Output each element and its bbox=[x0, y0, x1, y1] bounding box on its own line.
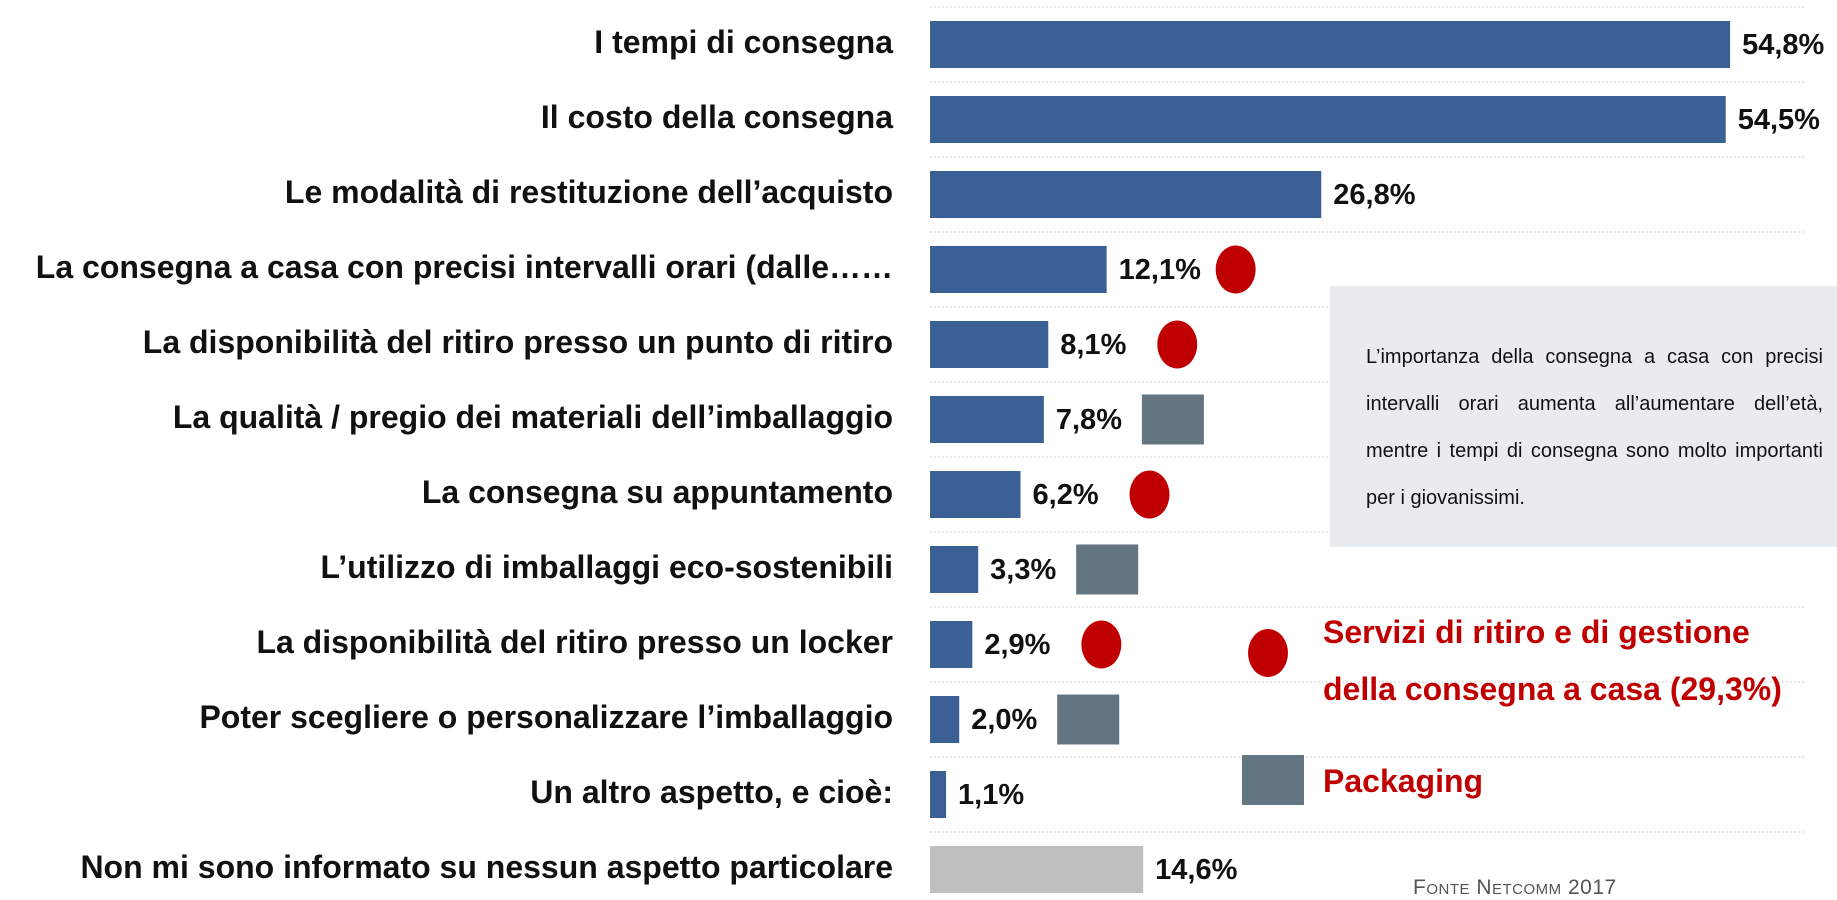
category-label: Poter scegliere o personalizzare l’imbal… bbox=[199, 699, 893, 735]
group-marker bbox=[1076, 544, 1139, 595]
bar bbox=[930, 846, 1144, 893]
category-label: La disponibilità del ritiro presso un lo… bbox=[256, 624, 893, 660]
value-label: 8,1% bbox=[1060, 329, 1126, 361]
group-marker bbox=[1157, 320, 1198, 369]
category-label: L’utilizzo di imballaggi eco-sostenibili bbox=[321, 549, 894, 585]
source: Fonte Netcomm 2017 bbox=[1413, 876, 1617, 899]
bar bbox=[930, 546, 979, 593]
group-marker bbox=[1129, 470, 1170, 519]
group-marker bbox=[1057, 694, 1120, 745]
category-label: Non mi sono informato su nessun aspetto … bbox=[80, 849, 893, 885]
value-label: 54,8% bbox=[1742, 29, 1824, 61]
category-label: Le modalità di restituzione dell’acquist… bbox=[285, 174, 893, 210]
category-label: Un altro aspetto, e cioè: bbox=[530, 774, 893, 810]
value-label: 14,6% bbox=[1155, 854, 1237, 886]
category-label: La disponibilità del ritiro presso un pu… bbox=[143, 324, 893, 360]
bar bbox=[930, 321, 1049, 368]
group-marker bbox=[1141, 394, 1204, 445]
category-label: La consegna su appuntamento bbox=[422, 474, 893, 510]
value-label: 26,8% bbox=[1333, 179, 1415, 211]
value-label: 1,1% bbox=[958, 779, 1024, 811]
category-label: La consegna a casa con precisi intervall… bbox=[36, 249, 893, 285]
value-label: 12,1% bbox=[1119, 254, 1201, 286]
value-label: 2,0% bbox=[971, 704, 1037, 736]
legend-marker bbox=[1248, 629, 1288, 677]
legend-label: Packaging bbox=[1323, 763, 1484, 799]
bar bbox=[930, 96, 1726, 143]
value-label: 7,8% bbox=[1056, 404, 1122, 436]
value-label: 6,2% bbox=[1033, 479, 1099, 511]
bar bbox=[930, 621, 973, 668]
category-label: I tempi di consegna bbox=[594, 24, 893, 60]
legend-label: Servizi di ritiro e di gestione della co… bbox=[1323, 614, 1782, 707]
bar bbox=[930, 21, 1731, 68]
bar bbox=[930, 471, 1021, 518]
group-marker bbox=[1215, 245, 1256, 294]
bar bbox=[930, 246, 1107, 293]
category-label: La qualità / pregio dei materiali dell’i… bbox=[173, 399, 893, 435]
category-label: Il costo della consegna bbox=[541, 99, 893, 135]
value-label: 3,3% bbox=[990, 554, 1056, 586]
bar bbox=[930, 171, 1322, 218]
group-marker bbox=[1081, 620, 1122, 669]
value-label: 2,9% bbox=[984, 629, 1050, 661]
legend-marker bbox=[1242, 755, 1304, 805]
note: L’importanza della consegna a casa con p… bbox=[1330, 286, 1837, 547]
bar bbox=[930, 396, 1044, 443]
bar bbox=[930, 696, 960, 743]
bar bbox=[930, 771, 947, 818]
value-label: 54,5% bbox=[1738, 104, 1820, 136]
